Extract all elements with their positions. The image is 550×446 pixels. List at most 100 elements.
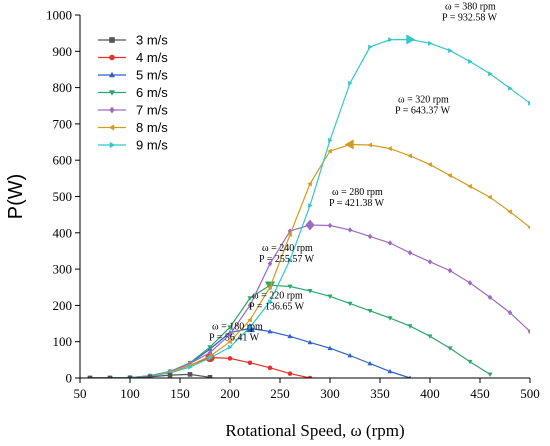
data-point-6msms <box>387 316 393 321</box>
data-point-8msms <box>227 339 232 345</box>
data-point-3msms <box>207 374 213 378</box>
y-tick-label: 200 <box>53 298 73 313</box>
legend-marker-8msms <box>108 124 115 131</box>
legend-label-8msms: 8 m/s <box>136 120 168 135</box>
data-point-6msms <box>447 346 453 351</box>
data-point-7msms <box>447 267 453 274</box>
axes: 50 100 150 200 250 300 350 400 450 500 0 100 200 300 4… <box>46 8 540 402</box>
data-point-4msms <box>307 375 313 378</box>
data-point-9msms <box>388 37 393 43</box>
legend-marker-4msms <box>109 54 115 61</box>
data-point-9msms <box>308 203 313 209</box>
x-tick-label: 200 <box>220 386 240 401</box>
legend-label-4msms: 4 m/s <box>136 50 168 65</box>
x-tick-label: 250 <box>270 386 290 401</box>
data-point-8msms <box>344 139 354 150</box>
data-point-5msms <box>307 339 313 345</box>
data-point-7msms <box>267 260 273 267</box>
data-point-3msms <box>167 372 173 378</box>
plot-area <box>87 34 530 378</box>
legend: 3 m/s 4 m/s 5 m/s 6 m/s 7 m/s 8 m/s 9 m/s <box>98 33 168 153</box>
x-tick-label: 450 <box>470 386 490 401</box>
x-tick-label: 50 <box>74 386 87 401</box>
annotation-speed: ω = 380 rpm <box>445 1 496 12</box>
data-point-6msms <box>207 345 213 350</box>
data-point-6msms <box>307 289 313 294</box>
data-point-8msms <box>427 162 432 168</box>
x-tick-label: 350 <box>370 386 390 401</box>
x-axis-label: Rotational Speed, ω (rpm) <box>225 421 404 440</box>
data-point-5msms <box>408 375 412 378</box>
y-tick-label: 0 <box>66 371 73 386</box>
data-point-8msms <box>387 146 392 152</box>
y-axis-label: P(W) <box>5 174 27 220</box>
data-point-7msms <box>527 328 530 335</box>
y-tick-label: 100 <box>53 334 73 349</box>
data-point-7msms <box>207 349 213 356</box>
data-point-3msms <box>187 372 193 377</box>
data-point-5msms <box>267 328 273 334</box>
data-point-5msms <box>327 345 333 351</box>
y-tick-label: 500 <box>53 189 73 204</box>
data-point-6msms <box>487 372 493 378</box>
data-point-9msms <box>428 40 433 46</box>
y-tick-label: 400 <box>53 225 73 240</box>
annotation-speed: ω = 320 rpm <box>398 94 449 105</box>
data-point-5msms <box>367 360 373 366</box>
data-point-7msms <box>305 219 315 231</box>
annotation-power: P = 255.57 W <box>259 254 315 265</box>
annotation-speed: ω = 180 rpm <box>212 322 263 333</box>
legend-marker-3msms <box>109 37 115 43</box>
annotation-power: P = 643.37 W <box>395 105 451 116</box>
x-tick-label: 150 <box>170 386 190 401</box>
data-point-6msms <box>407 324 413 329</box>
x-tick-label: 100 <box>120 386 140 401</box>
legend-marker-5msms <box>108 71 116 78</box>
data-point-9msms <box>406 34 416 45</box>
data-point-4msms <box>287 371 293 376</box>
y-tick-label: 700 <box>53 116 73 131</box>
x-tick-label: 400 <box>420 386 440 401</box>
data-point-7msms <box>507 309 513 316</box>
data-point-7msms <box>327 222 333 229</box>
data-point-9msms <box>268 299 273 305</box>
data-point-8msms <box>487 194 492 200</box>
data-point-7msms <box>227 331 233 338</box>
data-point-9msms <box>328 137 333 143</box>
data-point-4msms <box>247 360 253 366</box>
data-point-7msms <box>367 233 373 240</box>
legend-marker-7msms <box>109 106 115 114</box>
data-point-9msms <box>488 71 493 77</box>
legend-label-3msms: 3 m/s <box>136 33 168 48</box>
x-tick-label: 300 <box>320 386 340 401</box>
data-point-8msms <box>447 172 452 178</box>
data-point-4msms <box>267 365 273 371</box>
data-point-8msms <box>327 148 332 154</box>
data-point-9msms <box>528 100 530 106</box>
annotation-speed: ω = 220 rpm <box>252 290 303 301</box>
annotation-power: P = 56.41 W <box>209 333 260 344</box>
data-point-9msms <box>508 85 513 91</box>
annotation-power: P = 932.58 W <box>442 12 498 23</box>
legend-label-5msms: 5 m/s <box>136 68 168 83</box>
data-point-6msms <box>247 296 253 301</box>
data-point-9msms <box>468 58 473 64</box>
annotation-speed: ω = 280 rpm <box>332 187 383 198</box>
data-point-7msms <box>487 294 493 301</box>
legend-marker-9msms <box>109 141 116 149</box>
y-tick-label: 600 <box>53 153 73 168</box>
data-point-9msms <box>228 344 233 350</box>
data-point-5msms <box>347 352 353 358</box>
data-point-6msms <box>427 334 433 339</box>
data-point-8msms <box>367 142 372 148</box>
data-point-8msms <box>247 317 252 323</box>
data-point-8msms <box>467 183 472 189</box>
data-point-8msms <box>267 284 272 290</box>
data-point-3msms <box>147 374 153 378</box>
data-point-8msms <box>307 181 312 187</box>
data-point-9msms <box>288 257 293 263</box>
data-point-6msms <box>287 284 293 290</box>
legend-label-6msms: 6 m/s <box>136 85 168 100</box>
